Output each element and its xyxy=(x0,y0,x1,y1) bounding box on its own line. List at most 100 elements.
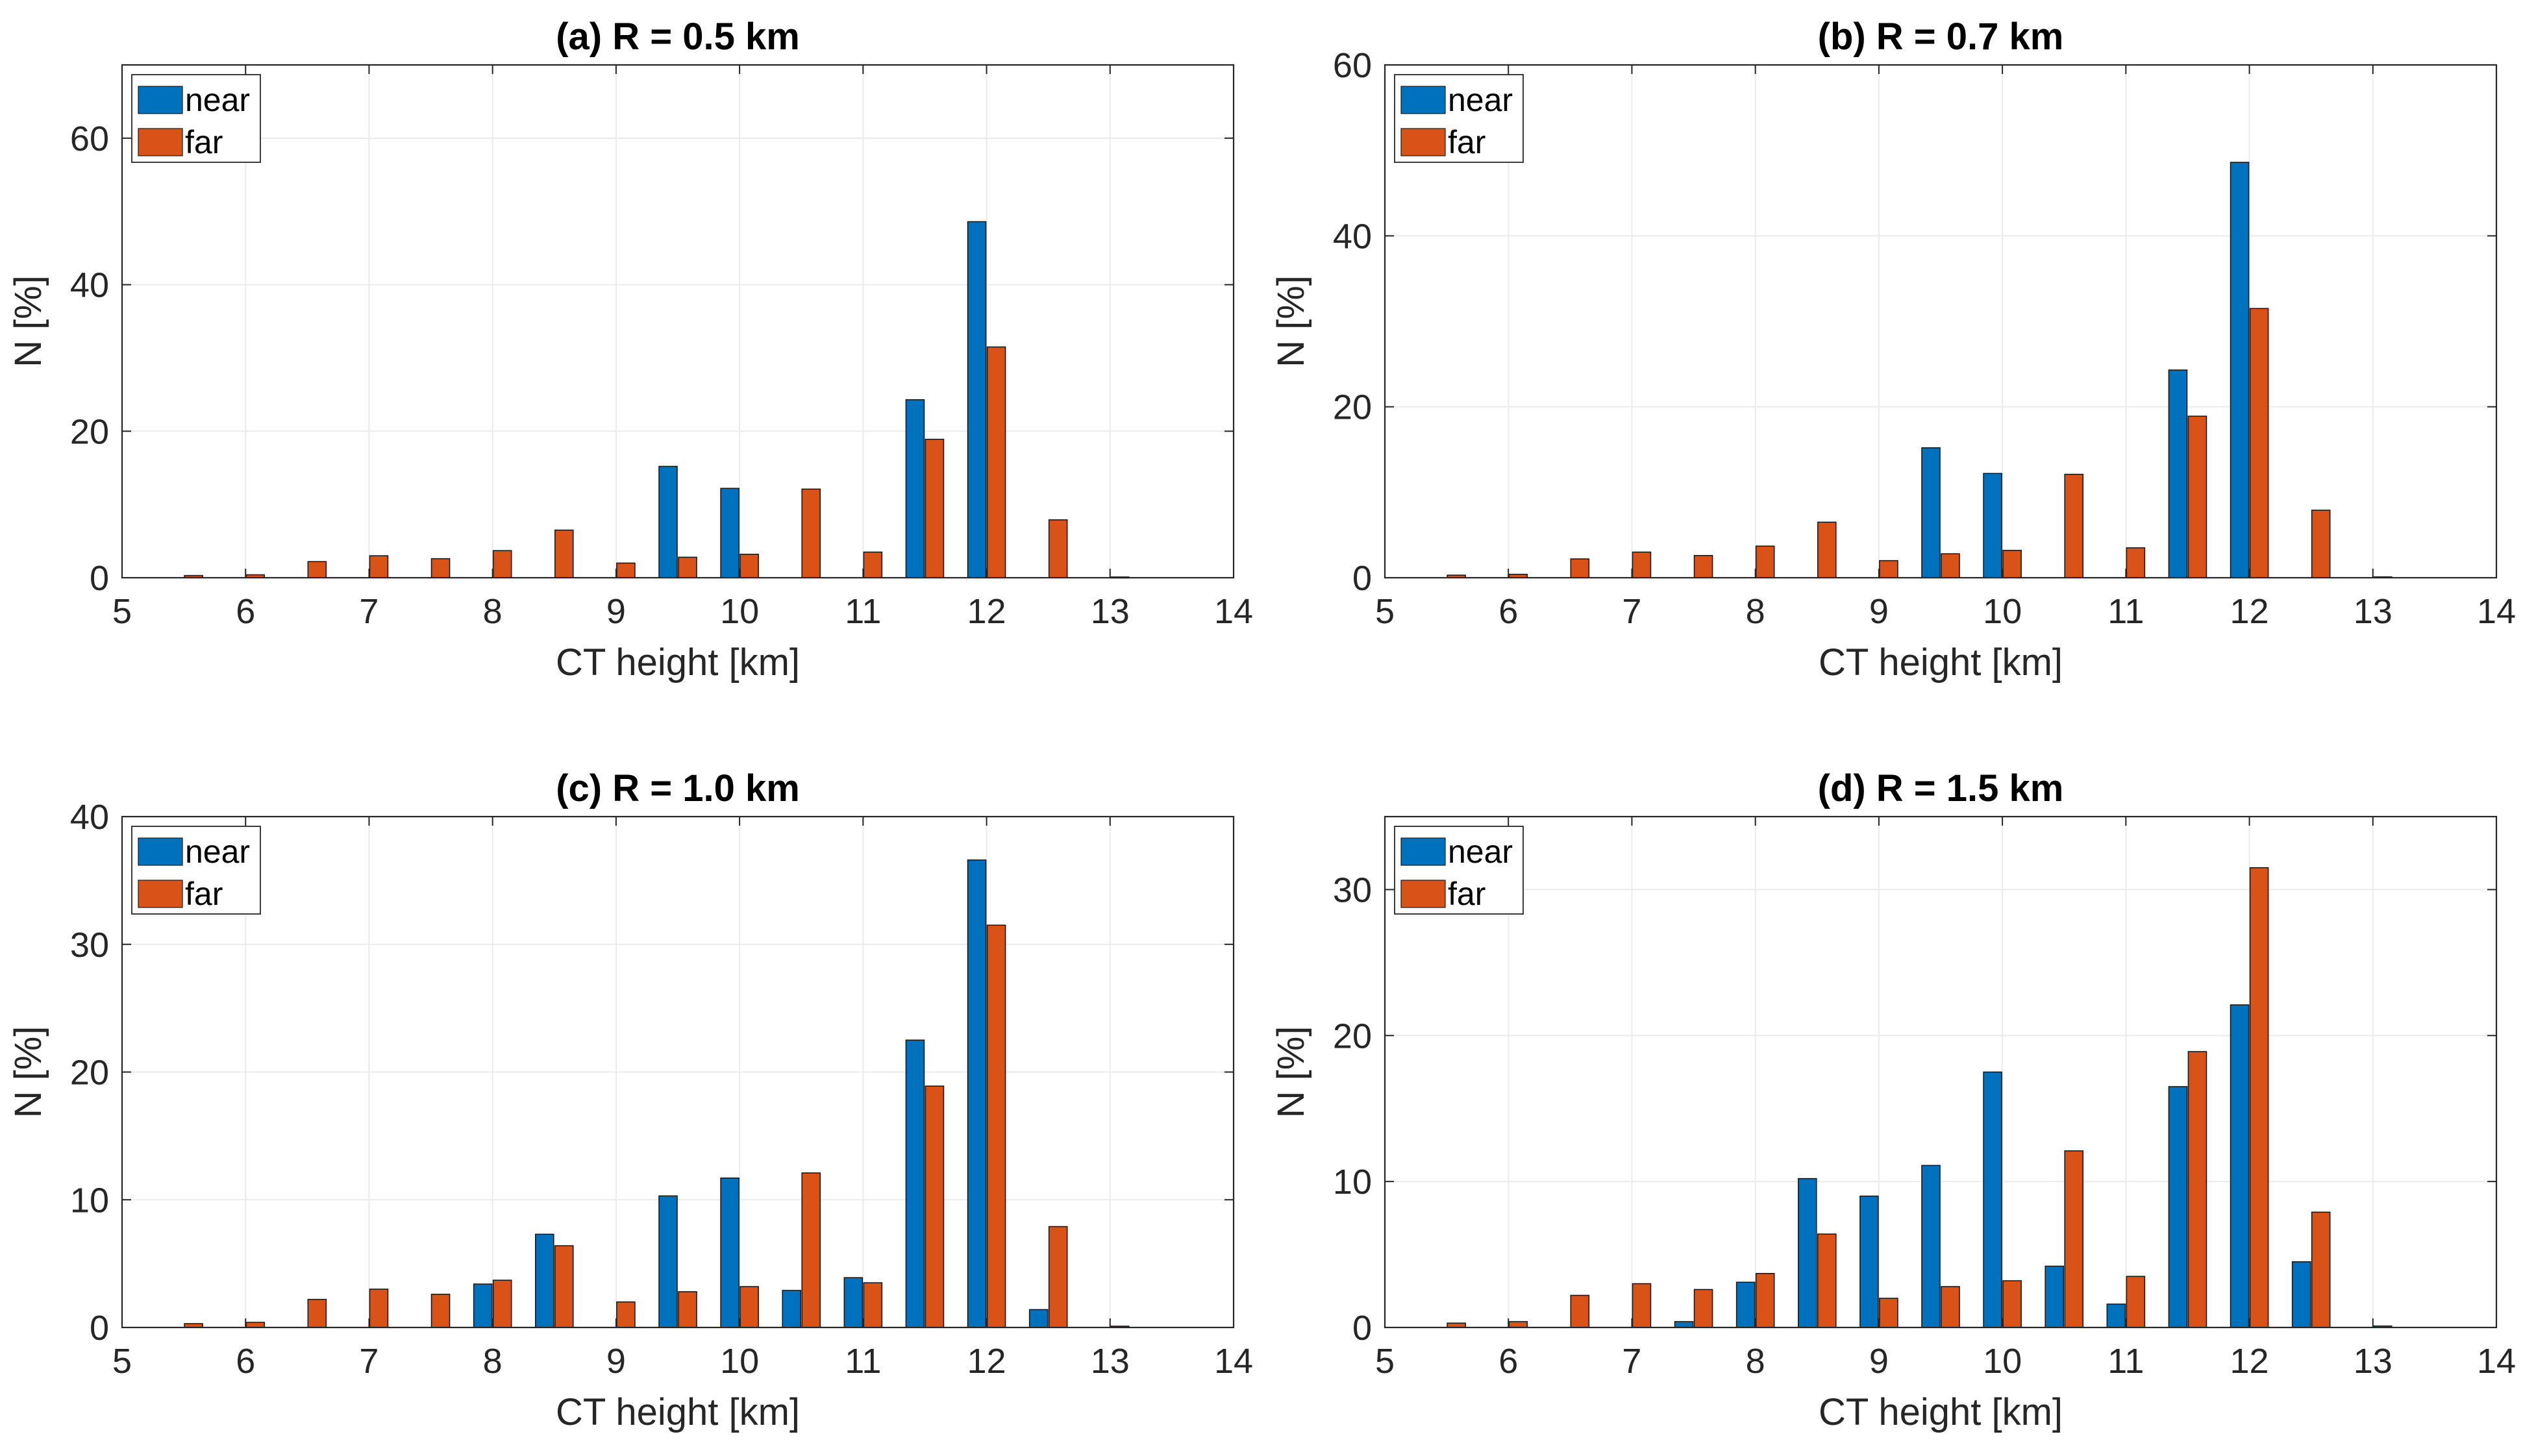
bar-far xyxy=(2126,547,2146,578)
bar-far xyxy=(245,1322,266,1328)
x-tick-label: 11 xyxy=(845,592,881,631)
bar-far xyxy=(430,558,451,578)
bar-near xyxy=(1028,1309,1049,1328)
legend-swatch-near xyxy=(1400,86,1446,114)
bar-near xyxy=(720,487,740,578)
bar-far xyxy=(1508,1321,1528,1328)
bar-far xyxy=(1941,553,1960,578)
legend-label-far: far xyxy=(185,876,223,912)
bar-far xyxy=(1879,560,1898,578)
y-tick-label: 20 xyxy=(70,1054,109,1092)
bar-far xyxy=(678,1291,697,1328)
x-tick-label: 12 xyxy=(2230,592,2269,631)
x-axis-label: CT height [km] xyxy=(556,641,800,684)
x-tick-label: 7 xyxy=(1622,1342,1641,1381)
bar-far xyxy=(986,346,1006,578)
x-tick-label: 9 xyxy=(1869,1342,1889,1381)
bar-near xyxy=(782,1290,802,1328)
bar-far xyxy=(616,562,636,578)
bar-near xyxy=(843,1277,864,1328)
bar-near xyxy=(967,221,987,578)
y-axis-label: N [%] xyxy=(7,1026,49,1118)
bar-near xyxy=(658,465,678,578)
chart-title: (d) R = 1.5 km xyxy=(1818,767,2064,809)
legend: near far xyxy=(1394,826,1524,915)
bar-far xyxy=(1817,1233,1837,1328)
bar-near xyxy=(1859,1195,1879,1328)
bar-far xyxy=(1817,521,1837,578)
y-tick-label: 30 xyxy=(1333,870,1372,909)
bar-far xyxy=(1048,1226,1068,1328)
x-tick-label: 11 xyxy=(2107,1342,2144,1381)
bar-far xyxy=(2187,1051,2207,1328)
x-tick-label: 8 xyxy=(1746,592,1765,631)
y-tick-label: 0 xyxy=(90,559,109,598)
x-tick-label: 10 xyxy=(720,592,759,631)
bar-far xyxy=(2249,867,2269,1328)
bar-near xyxy=(534,1233,554,1328)
legend: near far xyxy=(1394,74,1524,163)
x-tick-label: 8 xyxy=(483,1342,503,1381)
legend-swatch-near xyxy=(138,837,183,866)
legend-swatch-near xyxy=(1400,837,1446,866)
bar-far xyxy=(1632,1283,1652,1328)
bar-near xyxy=(2168,1086,2188,1328)
bar-near xyxy=(2106,1303,2126,1328)
bar-far xyxy=(863,551,883,578)
x-tick-label: 7 xyxy=(359,1342,379,1381)
y-tick-label: 0 xyxy=(1352,1309,1372,1348)
bar-far xyxy=(863,1282,883,1328)
bar-far xyxy=(2064,1150,2084,1328)
bar-far xyxy=(1570,1294,1590,1328)
x-tick-label: 14 xyxy=(1214,1342,1253,1381)
bar-near xyxy=(2230,1004,2250,1328)
x-tick-label: 7 xyxy=(1622,592,1641,631)
bar-far xyxy=(2064,473,2084,578)
y-axis-label: N [%] xyxy=(7,275,49,367)
chart-title: (c) R = 1.0 km xyxy=(556,767,800,809)
bar-far xyxy=(2311,510,2331,578)
x-tick-label: 8 xyxy=(483,592,503,631)
bar-far xyxy=(678,556,697,578)
x-tick-label: 14 xyxy=(2477,592,2516,631)
bar-far xyxy=(986,924,1006,1328)
axes-box xyxy=(121,64,1235,579)
y-tick-label: 60 xyxy=(1333,46,1372,85)
x-tick-label: 12 xyxy=(967,1342,1006,1381)
x-tick-label: 6 xyxy=(236,1342,255,1381)
bar-far xyxy=(1570,558,1590,578)
x-tick-label: 11 xyxy=(845,1342,881,1381)
bar-far xyxy=(925,438,945,578)
bar-near xyxy=(967,859,987,1328)
legend-swatch-far xyxy=(1400,880,1446,908)
legend-label-near: near xyxy=(1448,833,1513,870)
x-tick-label: 14 xyxy=(2477,1342,2516,1381)
bar-far xyxy=(1048,519,1068,578)
bar-far xyxy=(1755,1273,1775,1328)
x-tick-label: 13 xyxy=(1091,1342,1130,1381)
x-tick-label: 9 xyxy=(1869,592,1889,631)
x-tick-label: 13 xyxy=(2354,592,2393,631)
panel-2: 5 6 7 8 9 10 11 12 13 14 0 20 40 60 (b) R = 0.7 km CT h… xyxy=(1270,16,2516,684)
y-tick-label: 0 xyxy=(90,1309,109,1348)
x-tick-label: 5 xyxy=(1375,1342,1395,1381)
panel-1: 5 6 7 8 9 10 11 12 13 14 0 20 40 60 (a) R = 0.5 km CT h… xyxy=(7,16,1253,684)
x-tick-label: 14 xyxy=(1214,592,1253,631)
bar-near xyxy=(1983,1071,2002,1328)
bar-near xyxy=(473,1283,493,1328)
x-tick-label: 5 xyxy=(1375,592,1395,631)
bar-far xyxy=(1632,551,1652,578)
x-axis-label: CT height [km] xyxy=(556,1391,800,1433)
bar-far xyxy=(925,1085,945,1328)
y-tick-label: 40 xyxy=(70,798,109,837)
bar-far xyxy=(492,550,512,578)
y-tick-label: 30 xyxy=(70,926,109,965)
chart-title: (b) R = 0.7 km xyxy=(1818,16,2064,58)
x-tick-label: 6 xyxy=(1498,592,1518,631)
bar-far xyxy=(801,488,821,578)
bar-far xyxy=(307,561,327,578)
bar-near xyxy=(1921,1165,1941,1328)
bar-far xyxy=(554,1245,574,1328)
y-axis-label: N [%] xyxy=(1270,275,1312,367)
